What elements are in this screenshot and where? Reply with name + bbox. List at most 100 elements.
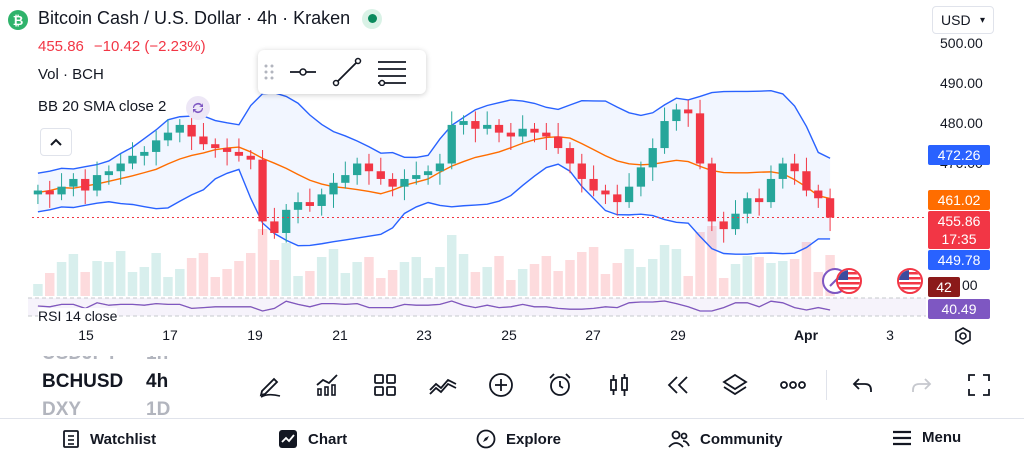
nav-menu[interactable]: Menu	[892, 429, 961, 446]
symbol-option[interactable]: USDJPY	[42, 356, 142, 366]
price-chart[interactable]	[0, 0, 1024, 350]
volume-bar	[577, 252, 587, 296]
volume-bar	[376, 278, 386, 296]
nav-explore[interactable]: Explore	[476, 429, 561, 449]
rsi-indicator-label[interactable]: RSI 14 close	[38, 308, 118, 324]
nav-explore-label: Explore	[506, 430, 562, 448]
active-timeframe[interactable]: 4h	[146, 371, 169, 392]
price-change: −10.42 (−2.23%)	[93, 38, 206, 55]
drag-handle-icon[interactable]	[264, 62, 274, 82]
volume-bar	[198, 253, 209, 296]
bar-countdown: 17:35	[928, 229, 990, 249]
volume-bar	[210, 277, 220, 296]
volume-bar	[541, 256, 552, 296]
timeframe-picker[interactable]: 1h 4h 1D	[146, 356, 186, 416]
volume-bar	[115, 251, 126, 296]
candle-body	[211, 144, 220, 149]
redo-icon[interactable]	[906, 370, 936, 400]
symbol-title-row[interactable]: Bitcoin Cash / U.S. Dollar · 4h · Kraken	[38, 8, 383, 29]
last-price: 455.86	[38, 38, 84, 55]
chart-toolbar: USDJPY BCHUSD DXY 1h 4h 1D	[0, 356, 1024, 416]
volume-bar	[506, 280, 516, 296]
candle-body	[494, 124, 504, 133]
volume-bar	[435, 267, 445, 296]
volume-bar	[163, 277, 173, 296]
volume-bar	[730, 264, 741, 296]
us-flag-event-icon[interactable]	[836, 268, 862, 294]
pencil-icon[interactable]	[255, 370, 285, 400]
volume-bar	[565, 260, 575, 296]
volume-bar	[470, 272, 481, 296]
indicators-icon[interactable]	[312, 370, 342, 400]
add-icon[interactable]	[486, 370, 516, 400]
timeframe-option[interactable]: 1h	[146, 356, 186, 366]
volume-bar	[92, 261, 102, 296]
nav-community[interactable]: Community	[668, 429, 783, 449]
timeframe-option[interactable]: 1D	[146, 399, 171, 416]
candle-body	[282, 209, 291, 233]
candle-body	[684, 109, 693, 114]
us-flag-event-icon[interactable]	[897, 268, 923, 294]
replay-icon[interactable]	[662, 370, 692, 400]
candle-body	[258, 159, 267, 222]
candle-body	[152, 140, 161, 152]
chart-area[interactable]: ₿ Bitcoin Cash / U.S. Dollar · 4h · Krak…	[0, 0, 1024, 350]
time-tick: 27	[585, 327, 601, 343]
volume-bar	[328, 249, 339, 296]
price-tick: 490.00	[940, 75, 983, 91]
candle-body	[104, 171, 113, 176]
trend-line-icon[interactable]	[332, 57, 362, 87]
volume-bar	[151, 253, 161, 296]
candle-body	[695, 113, 705, 164]
bb-lower-line	[37, 163, 831, 255]
candle-body	[435, 163, 445, 172]
candle-body	[636, 167, 646, 187]
collapse-indicators-button[interactable]	[40, 128, 72, 156]
symbol-picker[interactable]: USDJPY BCHUSD DXY	[42, 356, 142, 416]
drawing-toolbar[interactable]	[258, 50, 426, 94]
candle-body	[364, 163, 374, 172]
symbol-option[interactable]: DXY	[42, 399, 82, 416]
more-icon[interactable]	[778, 370, 808, 400]
candles-icon[interactable]	[604, 370, 634, 400]
volume-bar	[482, 267, 492, 296]
fullscreen-icon[interactable]	[964, 370, 994, 400]
volume-indicator-label[interactable]: Vol · BCH	[38, 66, 104, 83]
candle-body	[459, 121, 468, 125]
refresh-icon[interactable]	[186, 96, 210, 120]
currency-select[interactable]: USD ▾	[932, 6, 994, 34]
candle-body	[246, 155, 255, 160]
candle-body	[57, 186, 66, 195]
bb-upper-line	[37, 90, 831, 174]
volume-bar	[742, 256, 753, 296]
compare-icon[interactable]	[428, 370, 458, 400]
candle-body	[175, 124, 184, 133]
volume-bar	[269, 260, 280, 296]
candle-body	[660, 121, 669, 149]
price-tick: 480.00	[940, 115, 983, 131]
candle-body	[116, 163, 125, 172]
fib-retracement-icon[interactable]	[376, 58, 408, 86]
bb-indicator-label[interactable]: BB 20 SMA close 2	[38, 98, 166, 115]
volume-bar	[718, 278, 729, 296]
volume-bar	[246, 253, 256, 296]
symbol-title[interactable]: Bitcoin Cash / U.S. Dollar · 4h · Kraken	[38, 8, 351, 28]
horizontal-line-icon[interactable]	[288, 62, 318, 82]
alarm-icon[interactable]	[545, 370, 575, 400]
volume-bar	[612, 263, 622, 296]
candle-body	[530, 128, 539, 133]
layout-grid-icon[interactable]	[370, 370, 400, 400]
undo-icon[interactable]	[848, 370, 878, 400]
candle-body	[33, 190, 43, 195]
volume-bar	[387, 270, 398, 296]
layers-icon[interactable]	[720, 370, 750, 400]
time-tick: 19	[247, 327, 263, 343]
volume-bar	[68, 254, 79, 296]
nav-watchlist[interactable]: Watchlist	[62, 429, 156, 449]
active-symbol[interactable]: BCHUSD	[42, 371, 124, 392]
bitcoin-cash-icon: ₿	[8, 10, 28, 30]
volume-bar	[458, 254, 469, 296]
volume-bar	[600, 274, 611, 296]
nav-chart[interactable]: Chart	[278, 429, 347, 449]
chart-settings-icon[interactable]	[952, 325, 974, 347]
